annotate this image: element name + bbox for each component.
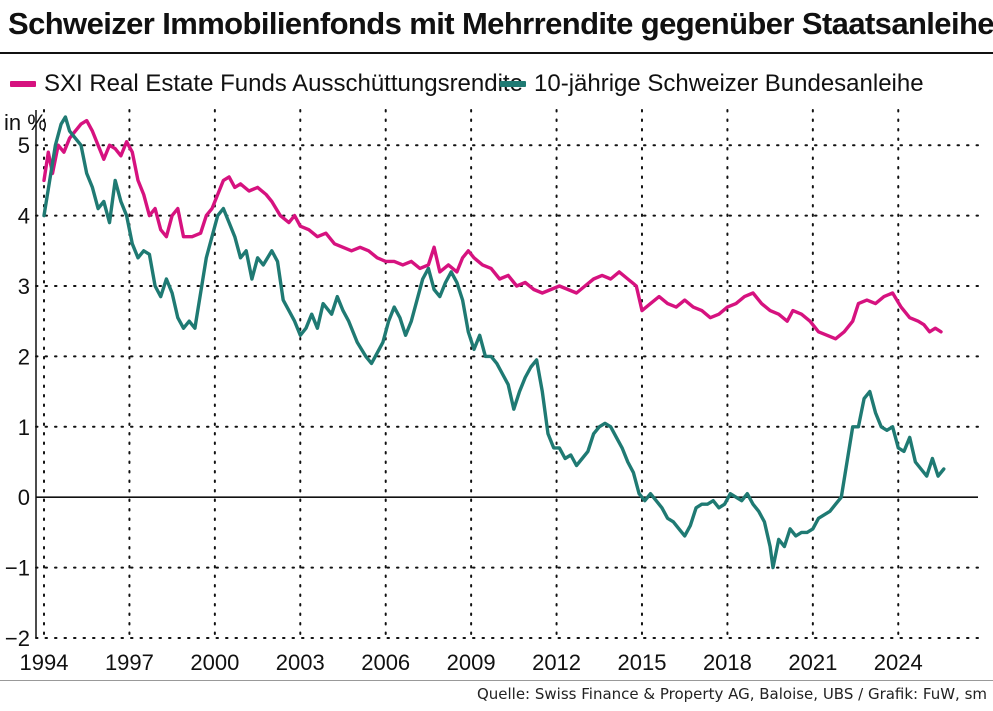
legend-swatch-sxi [10, 81, 36, 87]
y-axis-label: in % [4, 110, 47, 135]
x-tick-label: 2003 [276, 650, 325, 675]
x-tick-label: 2012 [532, 650, 581, 675]
x-tick-label: 1997 [105, 650, 154, 675]
x-tick-label: 2015 [618, 650, 667, 675]
source-note: Quelle: Swiss Finance & Property AG, Bal… [476, 685, 987, 703]
x-tick-label: 2021 [788, 650, 837, 675]
legend-label-sxi: SXI Real Estate Funds Ausschüttungsrendi… [44, 70, 523, 97]
series-line-sxi [42, 118, 943, 341]
chart-title: Schweizer Immobilienfonds mit Mehrrendit… [8, 6, 993, 41]
y-tick-label: −1 [5, 556, 30, 581]
series-lines [42, 115, 946, 570]
y-tick-labels: −2 −1 0 1 2 3 4 5 [5, 133, 30, 651]
x-tick-label: 1994 [20, 650, 69, 675]
x-tick-label: 2018 [703, 650, 752, 675]
y-tick-label: 2 [18, 344, 30, 369]
y-tick-label: 4 [18, 204, 30, 229]
x-tick-label: 2024 [874, 650, 923, 675]
legend-item-bond: 10-jährige Schweizer Bundesanleihe [500, 70, 924, 98]
y-tick-label: 3 [18, 274, 30, 299]
x-tick-label: 2009 [447, 650, 496, 675]
y-tick-label: 0 [18, 485, 30, 510]
series-line-bond [42, 115, 946, 570]
x-tick-label: 2000 [190, 650, 239, 675]
y-tick-label: 1 [18, 415, 30, 440]
y-tick-label: −2 [5, 626, 30, 651]
grid [35, 109, 979, 639]
footer-rule [0, 680, 993, 681]
x-tick-label: 2006 [361, 650, 410, 675]
legend-item-sxi: SXI Real Estate Funds Ausschüttungsrendi… [10, 70, 523, 98]
legend: SXI Real Estate Funds Ausschüttungsrendi… [0, 70, 993, 100]
title-rule [0, 52, 993, 54]
legend-swatch-bond [500, 81, 526, 87]
y-tick-label: 5 [18, 133, 30, 158]
x-tick-labels: 1994 1997 2000 2003 2006 2009 2012 2015 2018 2021… [20, 650, 923, 675]
legend-label-bond: 10-jährige Schweizer Bundesanleihe [534, 70, 924, 97]
line-chart: −2 −1 0 1 2 3 4 5 1994 1997 2000 2003 2006 2009 2012 2… [4, 109, 979, 675]
